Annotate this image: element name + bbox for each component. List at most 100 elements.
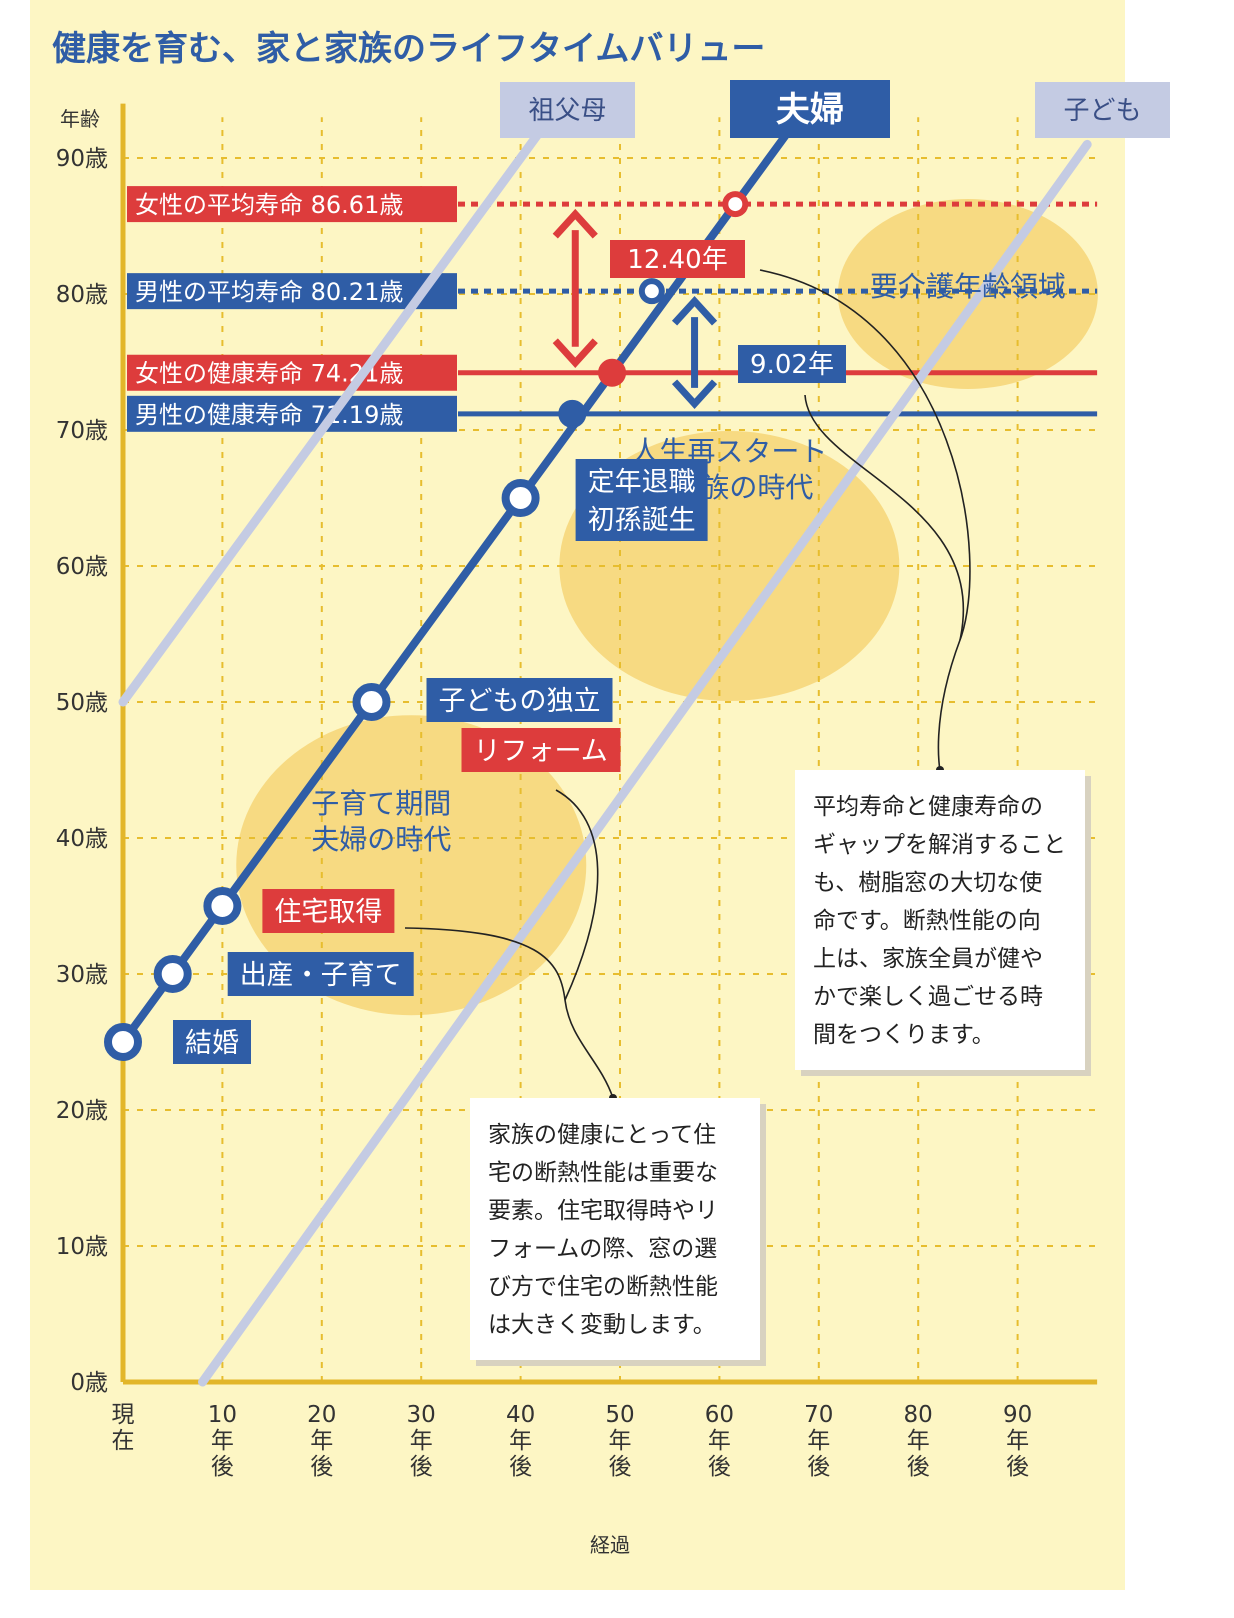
milestone-label-box bbox=[227, 952, 414, 996]
milestone-point bbox=[104, 1023, 142, 1061]
milestone-label: 結婚 bbox=[185, 1028, 239, 1059]
y-tick-label: 10歳 bbox=[56, 1234, 108, 1260]
reference-crossing-point bbox=[722, 191, 749, 218]
gap-arrow-head-bottom bbox=[552, 338, 598, 368]
series-line-couple bbox=[119, 126, 793, 1046]
callout-connector bbox=[759, 269, 971, 771]
region-label: 夫婦の時代 bbox=[311, 823, 451, 856]
callout-connector bbox=[555, 789, 599, 1001]
callout-connector bbox=[804, 394, 964, 641]
x-tick-label: 50 bbox=[605, 1402, 634, 1428]
milestone-label-box bbox=[262, 889, 395, 933]
x-tick-label: 年 bbox=[1006, 1428, 1029, 1454]
milestone-label-box bbox=[461, 728, 621, 772]
milestone-label-box bbox=[426, 678, 613, 722]
note-lifespan-gap-text: かで楽しく過ごせる時 bbox=[813, 984, 1043, 1010]
series-header-label: 祖父母 bbox=[528, 96, 606, 126]
note-insulation-text: 要素。住宅取得時やリ bbox=[488, 1198, 718, 1224]
x-tick-label: 後 bbox=[211, 1454, 234, 1480]
x-tick-label: 後 bbox=[708, 1454, 731, 1480]
x-tick-label: 年 bbox=[807, 1428, 830, 1454]
x-tick-label: 年 bbox=[708, 1428, 731, 1454]
x-tick-label: 後 bbox=[609, 1454, 632, 1480]
region-bubble bbox=[236, 715, 587, 1016]
milestone-point bbox=[501, 479, 540, 517]
x-tick-label: 60 bbox=[705, 1402, 734, 1428]
x-tick-label: 20 bbox=[307, 1402, 336, 1428]
gap-arrow-head-bottom bbox=[671, 379, 718, 410]
x-tick-label: 年 bbox=[907, 1428, 930, 1454]
y-tick-label: 50歳 bbox=[56, 690, 108, 716]
note-insulation-text: 宅の断熱性能は重要な bbox=[488, 1160, 718, 1186]
x-axis-title: 経過 bbox=[590, 1533, 630, 1557]
x-tick-label: 現 bbox=[112, 1402, 135, 1428]
note-lifespan-gap-text: も、樹脂窓の大切な使 bbox=[813, 870, 1042, 896]
x-tick-label: 80 bbox=[904, 1402, 933, 1428]
reference-crossing-point bbox=[598, 358, 627, 387]
milestone-label-box bbox=[173, 1020, 251, 1064]
y-tick-label: 0歳 bbox=[70, 1370, 108, 1396]
y-tick-label: 80歳 bbox=[56, 282, 108, 308]
gap-label-box bbox=[738, 345, 846, 383]
note-insulation-text: は大きく変動します。 bbox=[488, 1312, 716, 1338]
reference-label: 男性の平均寿命 80.21歳 bbox=[135, 278, 403, 306]
x-tick-label: 90 bbox=[1003, 1402, 1032, 1428]
milestone-label: 定年退職 bbox=[588, 467, 696, 498]
x-tick-label: 年 bbox=[211, 1428, 234, 1454]
reference-label-box bbox=[127, 395, 457, 432]
note-lifespan-gap-text: 間をつくります。 bbox=[813, 1022, 995, 1048]
y-tick-label: 40歳 bbox=[56, 826, 108, 852]
y-tick-label: 90歳 bbox=[56, 146, 108, 172]
series-header-box bbox=[500, 82, 635, 138]
region-label: 子育て期間 bbox=[311, 787, 451, 820]
milestone-point bbox=[153, 955, 192, 993]
y-tick-label: 20歳 bbox=[56, 1098, 108, 1124]
milestone-label: 出産・子育て bbox=[240, 960, 402, 991]
x-tick-label: 在 bbox=[112, 1428, 135, 1454]
x-tick-label: 10 bbox=[208, 1402, 237, 1428]
x-tick-label: 年 bbox=[410, 1428, 433, 1454]
x-tick-label: 40 bbox=[506, 1402, 535, 1428]
note-lifespan-gap-text: ギャップを解消すること bbox=[813, 832, 1066, 858]
x-tick-label: 年 bbox=[609, 1428, 632, 1454]
y-tick-label: 60歳 bbox=[56, 554, 108, 580]
x-tick-label: 後 bbox=[1006, 1454, 1029, 1480]
reference-label-box bbox=[127, 273, 457, 310]
note-insulation-text: 家族の健康にとって住 bbox=[488, 1122, 716, 1148]
milestone-point bbox=[203, 887, 242, 925]
note-lifespan-gap-text: 命です。断熱性能の向 bbox=[813, 908, 1041, 934]
y-tick-label: 70歳 bbox=[56, 418, 108, 444]
x-tick-label: 年 bbox=[509, 1428, 532, 1454]
y-axis-title: 年齢 bbox=[60, 107, 100, 131]
note-lifespan-gap-text: 上は、家族全員が健や bbox=[813, 946, 1043, 972]
x-tick-label: 70 bbox=[804, 1402, 833, 1428]
gap-label: 9.02年 bbox=[750, 350, 834, 380]
reference-label-box bbox=[127, 186, 457, 223]
reference-label: 男性の健康寿命 71.19歳 bbox=[135, 401, 403, 429]
series-header-box bbox=[730, 80, 890, 138]
gap-label: 12.40年 bbox=[627, 245, 727, 275]
note-lifespan-gap bbox=[795, 770, 1085, 1070]
reference-crossing-point bbox=[558, 399, 587, 428]
x-tick-label: 後 bbox=[807, 1454, 830, 1480]
gap-arrow-head-top bbox=[671, 295, 718, 326]
milestone-label-box bbox=[575, 459, 708, 541]
milestone-label: 住宅取得 bbox=[274, 897, 382, 928]
series-line-faded bbox=[118, 112, 555, 707]
x-tick-label: 後 bbox=[410, 1454, 433, 1480]
series-header-label: 子ども bbox=[1063, 96, 1141, 126]
milestone-label: リフォーム bbox=[474, 736, 608, 767]
x-tick-label: 30 bbox=[407, 1402, 436, 1428]
reference-label-box bbox=[127, 354, 457, 391]
chart-title: 健康を育む、家と家族のライフタイムバリュー bbox=[52, 29, 765, 69]
series-line-faded bbox=[198, 139, 1092, 1387]
gap-label-box bbox=[610, 240, 745, 278]
milestone-label: 子どもの独立 bbox=[439, 686, 601, 717]
reference-crossing-point bbox=[638, 278, 665, 305]
callout-connector bbox=[404, 927, 614, 1099]
reference-label: 女性の平均寿命 86.61歳 bbox=[135, 191, 403, 219]
milestone-label: 初孫誕生 bbox=[588, 505, 696, 536]
series-header-box bbox=[1035, 82, 1170, 138]
x-tick-label: 後 bbox=[509, 1454, 532, 1480]
